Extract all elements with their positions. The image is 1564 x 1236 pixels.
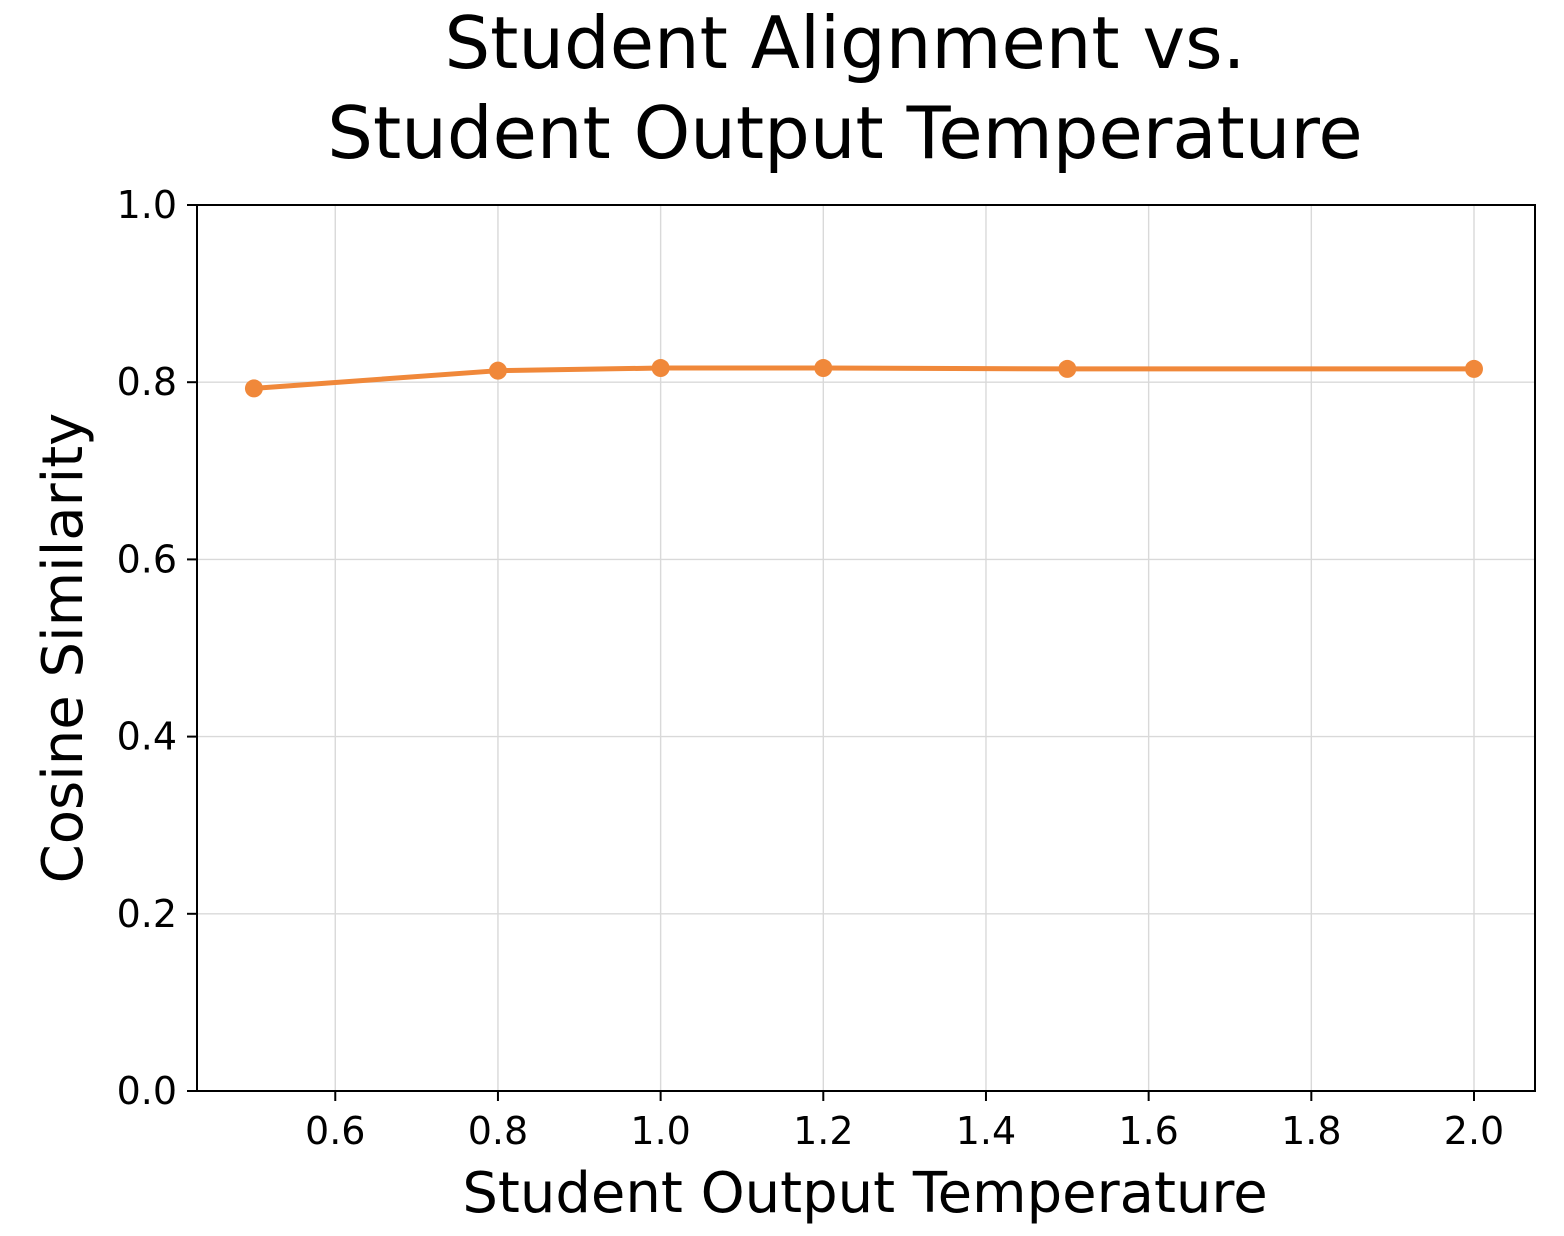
- x-tick-label: 1.8: [1281, 1109, 1341, 1153]
- y-tick-label: 0.2: [117, 892, 177, 936]
- plot-frame: [196, 204, 1536, 1092]
- x-tick-label: 0.6: [305, 1109, 365, 1153]
- axis-ticks: 0.6 0.8 1.0 1.2 1.4 1.6 1.8 2.0 0.0 0.2 0.4 0.6 0.8 1…: [117, 183, 1505, 1153]
- x-tick-label: 1.0: [630, 1109, 690, 1153]
- y-tick-label: 0.0: [117, 1069, 177, 1113]
- x-tick-label: 1.4: [956, 1109, 1016, 1153]
- data-point: [1058, 359, 1077, 378]
- y-tick-label: 0.8: [117, 360, 177, 404]
- x-tick-label: 1.2: [793, 1109, 853, 1153]
- data-series: [244, 359, 1483, 398]
- data-point: [1464, 359, 1483, 378]
- data-point: [244, 379, 263, 398]
- y-tick-label: 0.6: [117, 537, 177, 581]
- y-axis-label: Cosine Similarity: [31, 413, 96, 884]
- y-tick-label: 1.0: [117, 183, 177, 227]
- grid-lines: [197, 204, 1535, 1092]
- x-tick-label: 0.8: [468, 1109, 528, 1153]
- series-line: [251, 365, 1477, 391]
- data-point: [488, 361, 507, 380]
- data-point: [814, 359, 833, 378]
- x-axis-label: Student Output Temperature: [462, 1161, 1267, 1226]
- y-tick-label: 0.4: [117, 715, 177, 759]
- data-point: [651, 359, 670, 378]
- x-tick-label: 1.6: [1118, 1109, 1178, 1153]
- x-tick-label: 2.0: [1444, 1109, 1504, 1153]
- chart-title-line-2: Student Output Temperature: [327, 91, 1362, 175]
- chart-title-line-1: Student Alignment vs.: [444, 1, 1245, 85]
